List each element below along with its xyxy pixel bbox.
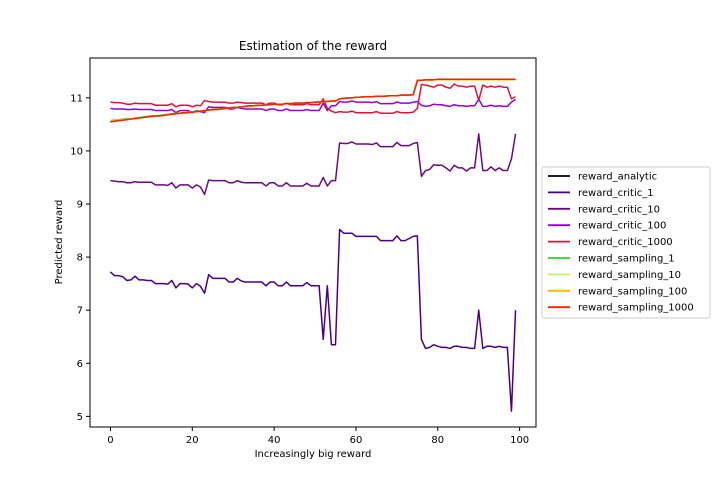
x-tick-label: 60 bbox=[350, 435, 363, 446]
y-tick-label: 10 bbox=[70, 146, 83, 157]
x-tick-label: 100 bbox=[510, 435, 529, 446]
y-tick-label: 8 bbox=[77, 253, 83, 264]
series-layer bbox=[109, 78, 517, 412]
legend-label: reward_critic_100 bbox=[578, 221, 666, 232]
y-tick-label: 9 bbox=[77, 200, 83, 211]
legend-label: reward_sampling_1 bbox=[578, 254, 675, 265]
legend-label: reward_sampling_100 bbox=[578, 286, 687, 297]
x-tick-label: 40 bbox=[268, 435, 281, 446]
legend-label: reward_sampling_10 bbox=[578, 270, 681, 281]
y-tick-label: 7 bbox=[77, 306, 83, 317]
legend-label: reward_analytic bbox=[578, 172, 657, 183]
y-tick-label: 5 bbox=[77, 412, 83, 423]
series-line-reward-critic-1 bbox=[109, 228, 517, 412]
legend-label: reward_critic_1 bbox=[578, 188, 654, 199]
legend-label: reward_critic_10 bbox=[578, 204, 660, 215]
y-tick-label: 11 bbox=[70, 93, 83, 104]
x-tick-label: 20 bbox=[186, 435, 199, 446]
x-tick-label: 80 bbox=[431, 435, 444, 446]
series-line-reward-critic-1000 bbox=[110, 83, 516, 114]
legend-label: reward_critic_1000 bbox=[578, 237, 673, 248]
plot-area-frame bbox=[89, 57, 537, 428]
series-line-reward-critic-100 bbox=[110, 98, 516, 114]
legend-frame bbox=[541, 166, 711, 319]
chart-title: Estimation of the reward bbox=[239, 39, 387, 53]
y-tick-label: 6 bbox=[77, 359, 83, 370]
legend-label: reward_sampling_1000 bbox=[578, 303, 694, 314]
legend: reward_analytic reward_critic_1 reward_cri… bbox=[541, 166, 711, 319]
x-axis-label: Increasingly big reward bbox=[255, 449, 372, 460]
y-axis: 5 6 7 8 9 10 11 bbox=[70, 93, 90, 423]
series-line-reward-sampling-1000 bbox=[110, 78, 516, 123]
x-axis: 0 20 40 60 80 100 bbox=[107, 427, 529, 446]
x-tick-label: 0 bbox=[107, 435, 113, 446]
series-line-reward-critic-10 bbox=[110, 133, 517, 196]
y-axis-label: Predicted reward bbox=[54, 200, 65, 285]
